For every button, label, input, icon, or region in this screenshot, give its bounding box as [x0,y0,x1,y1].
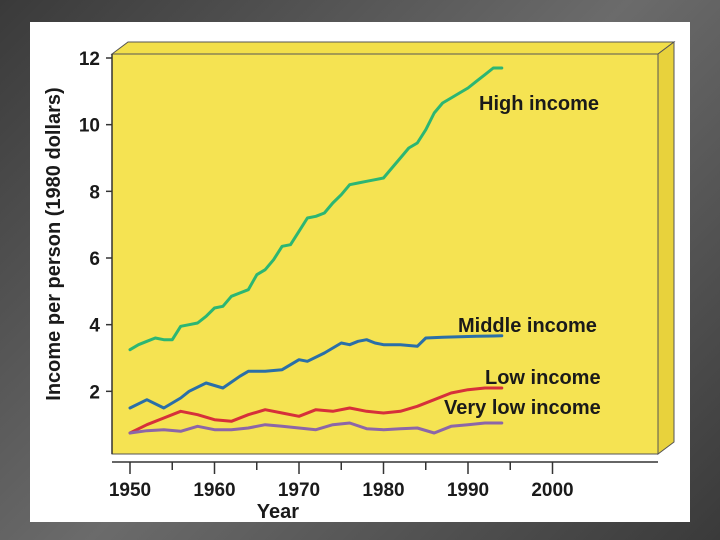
plot-top-face [110,41,676,55]
x-tick-label: 1960 [193,480,235,501]
axes-layer: 2 4 6 8 10 12 1950 1960 1970 1980 1990 2000 Year Inco… [43,49,658,522]
plot-side-face [657,41,675,455]
y-tick-label: 10 [79,116,100,137]
y-tick-label: 4 [89,316,100,337]
x-tick-label: 1970 [278,480,320,501]
x-tick-label: 2000 [531,480,573,501]
series-line-middle-income [128,334,504,410]
plot-area [111,53,659,455]
labels-layer: High income Middle income Low income Very l… [444,93,601,419]
x-tick-label: 1990 [447,480,489,501]
series-line-low-income [128,386,504,435]
series-line-very-low-income [128,421,504,435]
income-line-chart: 2 4 6 8 10 12 1950 1960 1970 1980 1990 2000 Year Inco… [43,41,676,522]
y-tick-label: 12 [79,49,100,70]
series-label-very-low-income: Very low income [444,397,601,419]
y-axis-title: Income per person (1980 dollars) [43,87,65,400]
series-line-high-income [128,66,504,352]
y-tick-label: 8 [89,182,100,203]
x-tick-label: 1950 [109,480,151,501]
x-tick-label: 1980 [362,480,404,501]
x-axis-title: Year [257,501,299,522]
series-label-high-income: High income [479,93,599,115]
slide-frame: 2 4 6 8 10 12 1950 1960 1970 1980 1990 2000 Year Inco… [30,22,690,522]
y-tick-label: 6 [89,249,100,270]
y-tick-label: 2 [89,382,100,403]
plot-backdrop [110,41,676,455]
series-layer [128,66,504,435]
series-label-low-income: Low income [485,367,601,389]
series-label-middle-income: Middle income [458,315,597,337]
